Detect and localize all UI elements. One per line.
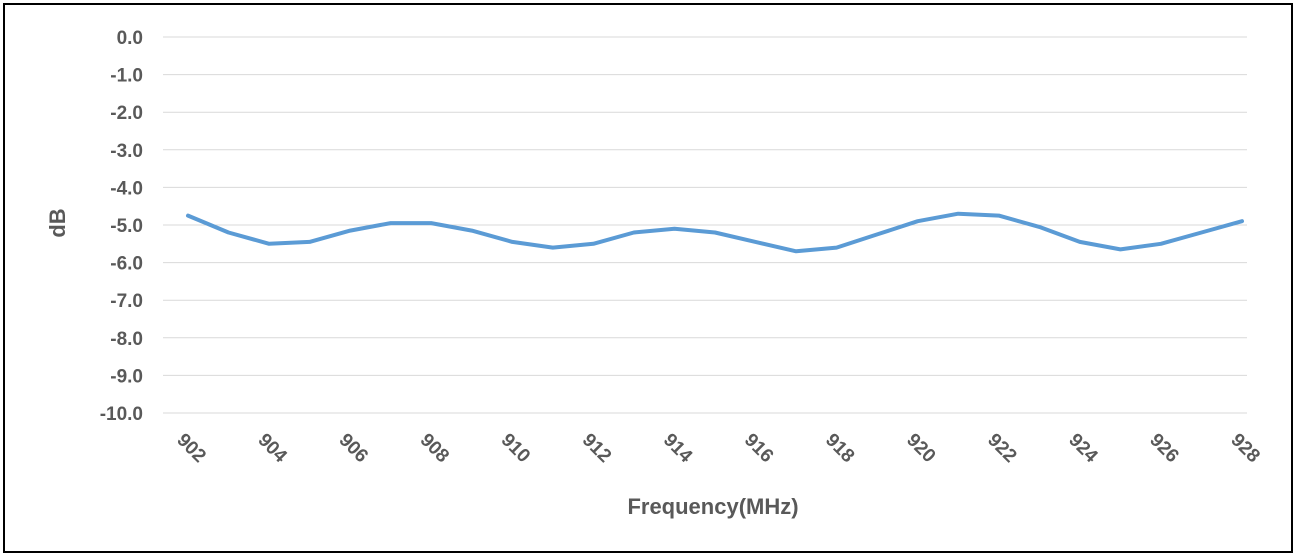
y-tick-label: -9.0: [110, 366, 143, 387]
y-tick-label: 0.0: [117, 28, 143, 49]
gridlines: [163, 36, 1247, 414]
x-axis-ticks: 902 904 906 908 910 912 914 916 918 920 922 924 926 9…: [172, 430, 1263, 468]
y-tick-label: -4.0: [110, 178, 143, 199]
x-tick-label: 902: [172, 430, 209, 467]
x-tick-label: 916: [740, 430, 777, 467]
x-tick-label: 910: [497, 430, 534, 467]
y-tick-label: -7.0: [110, 291, 143, 312]
x-tick-label: 908: [416, 430, 453, 467]
x-tick-label: 912: [578, 430, 615, 467]
x-tick-label: 906: [335, 430, 372, 467]
series-layer: [186, 211, 1244, 254]
x-tick-label: 928: [1226, 430, 1263, 467]
x-tick-label: 922: [983, 430, 1020, 467]
x-tick-label: 914: [659, 430, 697, 468]
x-tick-label: 918: [821, 430, 858, 467]
y-tick-label: -1.0: [110, 66, 143, 87]
x-tick-label: 920: [902, 430, 939, 467]
x-axis-title: Frequency(MHz): [627, 494, 798, 519]
y-axis-ticks: 0.0 -1.0 -2.0 -3.0 -4.0 -5.0 -6.0 -7.0 -8.0 -9.0 -…: [100, 28, 143, 425]
y-tick-label: -8.0: [110, 329, 143, 350]
y-tick-label: -6.0: [110, 254, 143, 275]
x-tick-label: 926: [1145, 430, 1182, 467]
y-axis-title: dB: [45, 208, 70, 237]
line-chart: 0.0 -1.0 -2.0 -3.0 -4.0 -5.0 -6.0 -7.0 -8.0 -9.0 -…: [45, 28, 1264, 519]
chart-frame: 0.0 -1.0 -2.0 -3.0 -4.0 -5.0 -6.0 -7.0 -8.0 -9.0 -…: [3, 3, 1293, 553]
x-tick-label: 904: [254, 430, 292, 468]
y-tick-label: -5.0: [110, 216, 143, 237]
x-tick-label: 924: [1064, 430, 1102, 468]
series-line: [186, 211, 1244, 254]
y-tick-label: -3.0: [110, 141, 143, 162]
y-tick-label: -10.0: [100, 404, 143, 425]
y-tick-label: -2.0: [110, 103, 143, 124]
